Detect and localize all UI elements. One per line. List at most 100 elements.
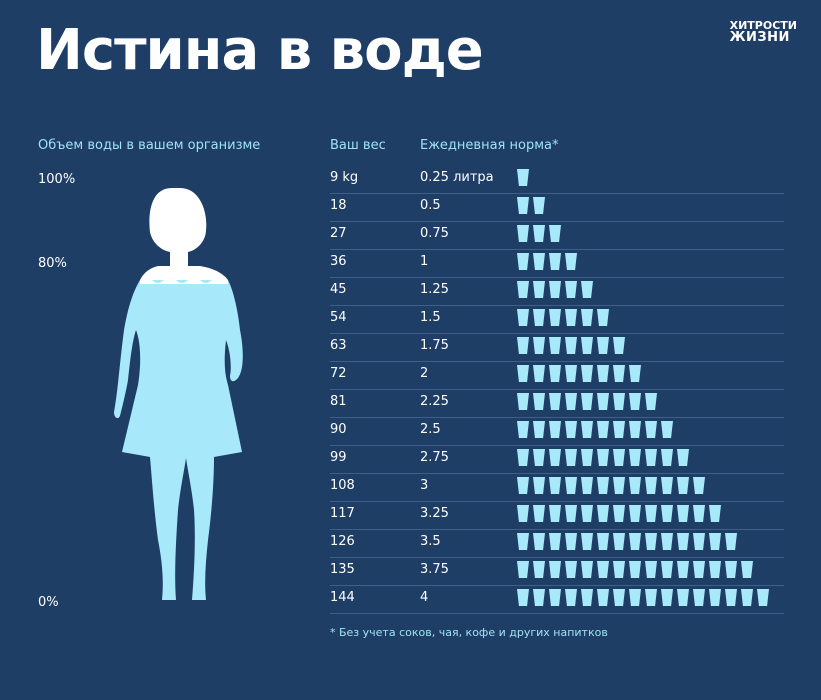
row-weight: 117 — [330, 506, 355, 521]
water-glass-icon — [597, 449, 609, 466]
water-glass-icon — [565, 309, 577, 326]
brand-logo: ХИТРОСТИ ЖИЗНИ — [729, 20, 797, 45]
row-weight: 36 — [330, 254, 347, 269]
water-glass-icon — [517, 421, 529, 438]
water-glass-icon — [549, 393, 561, 410]
row-glasses — [517, 365, 645, 384]
water-glass-icon — [661, 505, 673, 522]
row-weight: 54 — [330, 310, 347, 325]
table-row: 81 2.25 — [330, 389, 784, 418]
water-glass-icon — [613, 337, 625, 354]
water-glass-icon — [581, 421, 593, 438]
row-weight: 18 — [330, 198, 347, 213]
water-glass-icon — [709, 561, 721, 578]
water-glass-icon — [645, 393, 657, 410]
water-glass-icon — [629, 477, 641, 494]
water-glass-icon — [693, 561, 705, 578]
water-glass-icon — [533, 589, 545, 606]
water-glass-icon — [565, 281, 577, 298]
row-weight: 144 — [330, 590, 355, 605]
water-glass-icon — [581, 533, 593, 550]
water-glass-icon — [613, 533, 625, 550]
water-glass-icon — [549, 337, 561, 354]
water-glass-icon — [517, 253, 529, 270]
water-glass-icon — [581, 393, 593, 410]
water-glass-icon — [565, 533, 577, 550]
water-glass-icon — [629, 421, 641, 438]
row-weight: 72 — [330, 366, 347, 381]
table-row: 99 2.75 — [330, 445, 784, 474]
row-glasses — [517, 253, 581, 272]
water-glass-icon — [581, 589, 593, 606]
row-daily-norm: 0.5 — [420, 198, 441, 213]
water-glass-icon — [629, 561, 641, 578]
water-glass-icon — [581, 309, 593, 326]
water-glass-icon — [709, 589, 721, 606]
water-glass-icon — [549, 589, 561, 606]
water-glass-icon — [693, 505, 705, 522]
figure-shoulders — [140, 266, 228, 280]
row-weight: 27 — [330, 226, 347, 241]
figure-water-wave — [140, 277, 228, 284]
water-glass-icon — [533, 225, 545, 242]
row-glasses — [517, 449, 693, 468]
water-glass-icon — [677, 477, 689, 494]
water-glass-icon — [581, 561, 593, 578]
water-glass-icon — [661, 449, 673, 466]
water-glass-icon — [725, 589, 737, 606]
row-daily-norm: 1 — [420, 254, 429, 269]
water-glass-icon — [517, 337, 529, 354]
level-label-100: 100% — [38, 172, 76, 187]
water-glass-icon — [677, 589, 689, 606]
water-glass-icon — [597, 393, 609, 410]
water-glass-icon — [533, 337, 545, 354]
water-glass-icon — [629, 449, 641, 466]
logo-line2: ЖИЗНИ — [729, 30, 790, 45]
water-glass-icon — [661, 477, 673, 494]
row-glasses — [517, 225, 565, 244]
water-glass-icon — [693, 533, 705, 550]
row-daily-norm: 4 — [420, 590, 429, 605]
table-row: 54 1.5 — [330, 305, 784, 334]
water-glass-icon — [645, 561, 657, 578]
water-glass-icon — [645, 505, 657, 522]
water-glass-icon — [565, 449, 577, 466]
water-glass-icon — [581, 337, 593, 354]
row-weight: 90 — [330, 422, 347, 437]
water-glass-icon — [709, 505, 721, 522]
water-glass-icon — [629, 393, 641, 410]
water-glass-icon — [517, 505, 529, 522]
water-glass-icon — [629, 589, 641, 606]
water-glass-icon — [517, 197, 529, 214]
water-glass-icon — [629, 533, 641, 550]
row-weight: 9 kg — [330, 170, 359, 185]
water-glass-icon — [613, 393, 625, 410]
water-glass-icon — [581, 477, 593, 494]
water-glass-icon — [533, 421, 545, 438]
water-glass-icon — [549, 225, 561, 242]
row-weight: 45 — [330, 282, 347, 297]
water-glass-icon — [549, 505, 561, 522]
row-glasses — [517, 393, 661, 412]
water-glass-icon — [549, 421, 561, 438]
water-glass-icon — [549, 449, 561, 466]
row-daily-norm: 1.75 — [420, 338, 449, 353]
water-glass-icon — [677, 533, 689, 550]
water-glass-icon — [517, 533, 529, 550]
water-glass-icon — [565, 253, 577, 270]
water-glass-icon — [677, 449, 689, 466]
water-glass-icon — [597, 421, 609, 438]
water-glass-icon — [597, 561, 609, 578]
water-glass-icon — [517, 477, 529, 494]
water-glass-icon — [533, 393, 545, 410]
table-row: 90 2.5 — [330, 417, 784, 446]
table-row: 45 1.25 — [330, 277, 784, 306]
row-daily-norm: 3.25 — [420, 506, 449, 521]
water-glass-icon — [517, 309, 529, 326]
water-glass-icon — [533, 309, 545, 326]
water-glass-icon — [645, 477, 657, 494]
table-row: 9 kg 0.25 литра — [330, 165, 784, 194]
water-glass-icon — [533, 281, 545, 298]
water-glass-icon — [645, 589, 657, 606]
water-glass-icon — [597, 505, 609, 522]
